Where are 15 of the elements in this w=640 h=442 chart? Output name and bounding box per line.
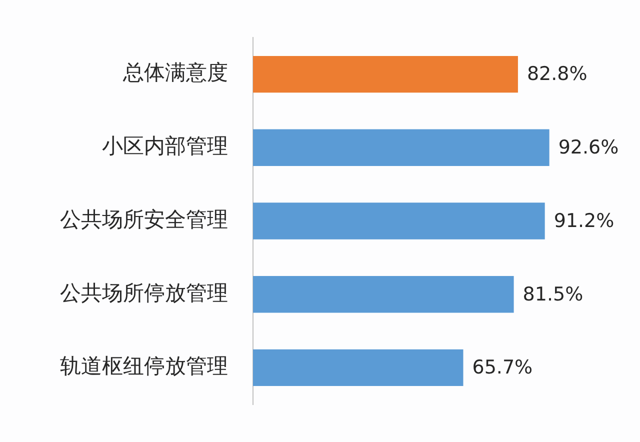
data-label: 82.8%: [526, 63, 588, 86]
data-label: 92.6%: [558, 136, 619, 159]
y-tick-label: 轨道枢纽停放管理: [60, 354, 228, 378]
y-tick-label: 小区内部管理: [102, 134, 228, 158]
bar: [253, 349, 464, 386]
data-label: 81.5%: [522, 283, 584, 306]
bar: [253, 202, 545, 240]
bar: [253, 129, 550, 166]
data-label: 91.2%: [554, 210, 614, 232]
bar: [253, 56, 518, 93]
data-label: 65.7%: [472, 356, 533, 379]
bar: [253, 276, 514, 313]
y-tick-label: 公共场所停放管理: [60, 280, 228, 305]
y-tick-label: 公共场所安全管理: [60, 207, 228, 232]
y-tick-label: 总体满意度: [122, 60, 228, 85]
